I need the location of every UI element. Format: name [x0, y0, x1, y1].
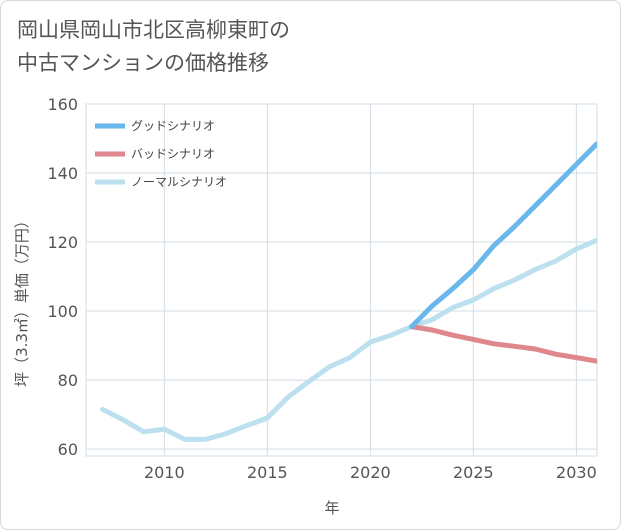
legend-label: グッドシナリオ [131, 119, 215, 133]
x-tick-label: 2030 [556, 463, 597, 482]
y-tick-label: 60 [58, 440, 78, 459]
legend-label: ノーマルシナリオ [131, 175, 227, 189]
y-tick-label: 80 [58, 371, 78, 390]
legend-label: バッドシナリオ [131, 147, 215, 161]
x-tick-label: 2010 [144, 463, 185, 482]
series-line-0 [409, 141, 597, 330]
y-axis-title: 坪（3.3㎡）単価（万円） [13, 213, 31, 387]
chart-title-line-2: 中古マンションの価格推移 [17, 51, 269, 75]
series-lines [100, 141, 597, 442]
y-tick-label: 140 [47, 164, 78, 183]
series-line-2 [100, 237, 597, 442]
chart-title-line-1: 岡山県岡山市北区高柳東町の [17, 18, 290, 42]
chart-title: 岡山県岡山市北区高柳東町の 中古マンションの価格推移 [17, 14, 290, 80]
series-line-1 [409, 324, 597, 364]
tick-labels: 60 80 100 120 140 160 2010 2015 2020 2025 2030 [47, 95, 596, 482]
x-tick-label: 2015 [247, 463, 288, 482]
y-tick-label: 120 [47, 233, 78, 252]
x-tick-label: 2025 [453, 463, 494, 482]
x-axis-title: 年 [324, 499, 339, 517]
y-tick-label: 100 [47, 302, 78, 321]
x-tick-label: 2020 [350, 463, 391, 482]
y-tick-label: 160 [47, 95, 78, 114]
